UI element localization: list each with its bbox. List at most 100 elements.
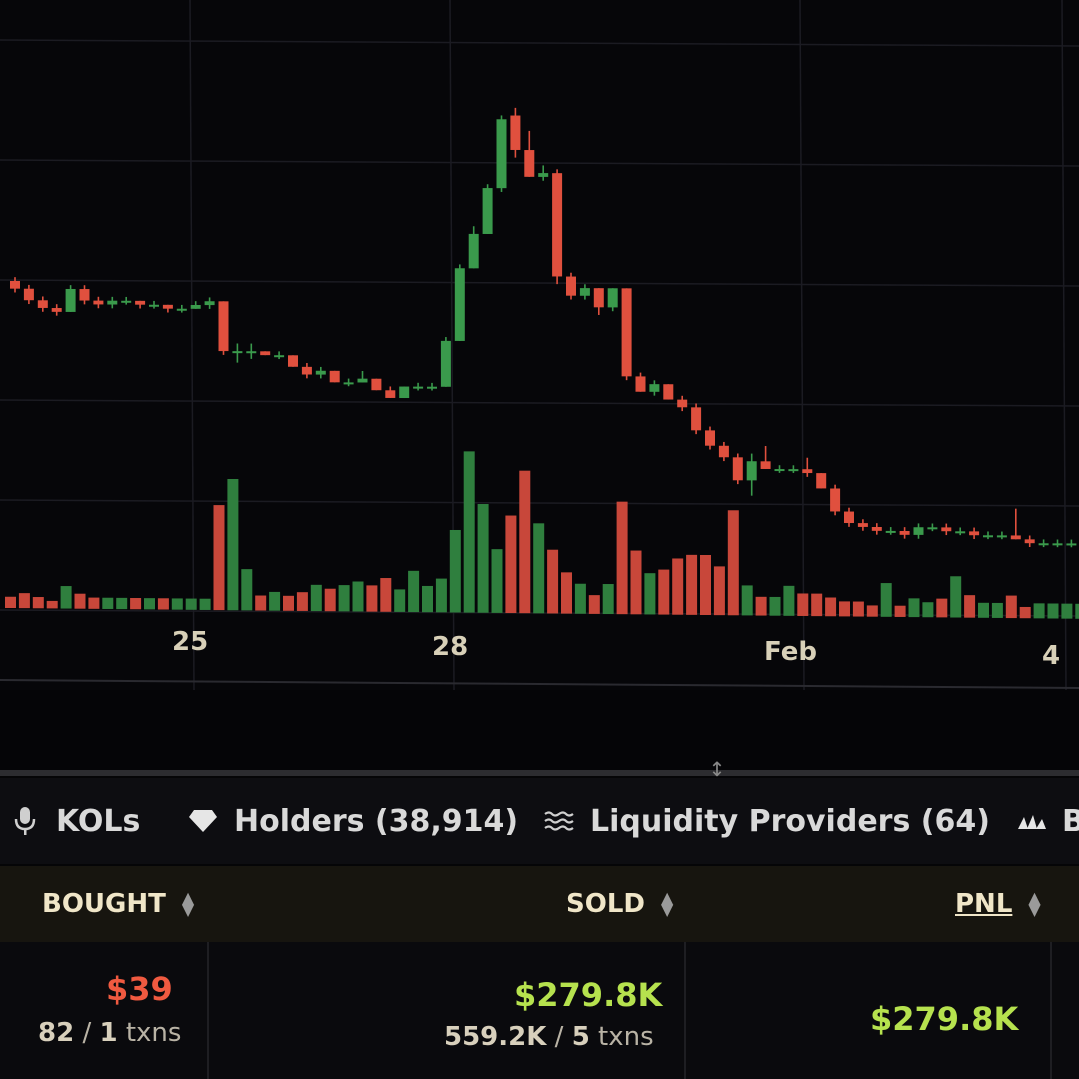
candle-body bbox=[871, 527, 882, 531]
candle-body bbox=[232, 351, 243, 354]
candle bbox=[913, 523, 924, 539]
candlestick-chart-svg[interactable]: 25 28 Feb 4 bbox=[0, 0, 1079, 690]
volume-bar bbox=[171, 598, 183, 610]
volume-bar bbox=[755, 596, 767, 616]
candle-body bbox=[427, 386, 437, 389]
candle bbox=[941, 523, 952, 536]
bought-usd: $39 bbox=[106, 970, 173, 1008]
candle-body bbox=[385, 390, 396, 398]
candle bbox=[413, 382, 424, 391]
volume-bar bbox=[852, 601, 864, 617]
price-chart[interactable]: 25 28 Feb 4 bbox=[0, 0, 1079, 690]
volume-bar bbox=[199, 598, 211, 610]
column-header-sold[interactable]: SOLD ▲ ▼ bbox=[566, 866, 673, 942]
tab-kols[interactable]: KOLs bbox=[10, 778, 140, 864]
sort-icon[interactable]: ▲ ▼ bbox=[1028, 888, 1041, 919]
candle-body bbox=[1038, 543, 1049, 546]
candle-body bbox=[37, 300, 48, 308]
volume-bar bbox=[185, 598, 197, 610]
volume-bar bbox=[491, 549, 503, 613]
candle-body bbox=[593, 288, 604, 308]
volume-bar bbox=[811, 593, 823, 617]
volume-bar bbox=[574, 583, 586, 614]
volume-bar bbox=[644, 573, 656, 615]
tab-kols-label: KOLs bbox=[56, 803, 141, 839]
candle bbox=[93, 296, 104, 309]
candle bbox=[552, 169, 563, 285]
candle-body bbox=[413, 386, 424, 389]
candle bbox=[274, 351, 285, 360]
x-tick-label: 28 bbox=[432, 632, 468, 662]
candle bbox=[927, 523, 938, 532]
candle bbox=[899, 527, 910, 539]
candle bbox=[288, 355, 298, 367]
candle-body bbox=[246, 351, 257, 354]
volume-bar bbox=[324, 588, 336, 612]
candle bbox=[677, 395, 688, 412]
volume-bar bbox=[157, 598, 169, 610]
volume-bar bbox=[672, 558, 684, 615]
volume-bar bbox=[880, 583, 892, 617]
candle-body bbox=[983, 535, 993, 538]
candle bbox=[357, 371, 368, 383]
candle-body bbox=[121, 300, 132, 303]
volume-bar bbox=[269, 591, 281, 611]
candle-body bbox=[190, 304, 201, 309]
volume-bar bbox=[296, 592, 308, 611]
tab-liquidity-providers[interactable]: Liquidity Providers (64) bbox=[544, 778, 990, 864]
candle bbox=[79, 285, 90, 305]
candle bbox=[1024, 535, 1035, 548]
volume-bar bbox=[449, 529, 461, 613]
volume-bar bbox=[88, 597, 100, 609]
candle-body bbox=[1024, 539, 1035, 544]
txns-label: txns bbox=[598, 1022, 654, 1052]
volume-bar bbox=[616, 501, 628, 615]
column-header-pnl[interactable]: PNL ▲ ▼ bbox=[955, 866, 1041, 942]
candle-body bbox=[955, 531, 966, 534]
candle bbox=[830, 484, 841, 516]
tab-holders[interactable]: Holders (38,914) bbox=[188, 778, 518, 864]
candle bbox=[454, 264, 465, 341]
bars-icon bbox=[1016, 811, 1046, 831]
volume-bar bbox=[60, 586, 72, 609]
column-header-bought[interactable]: BOUGHT ▲ ▼ bbox=[42, 866, 194, 942]
volume-bar bbox=[310, 584, 322, 612]
volume-bar bbox=[936, 598, 948, 618]
volume-bar bbox=[74, 593, 86, 609]
candle-body bbox=[691, 407, 702, 431]
grid-line bbox=[189, 0, 195, 690]
volume-bar bbox=[866, 605, 878, 617]
candle bbox=[399, 386, 410, 399]
candle-body bbox=[343, 382, 354, 385]
candle-body bbox=[663, 384, 674, 400]
resize-handle-icon[interactable]: ↕ bbox=[708, 757, 726, 781]
panel-divider[interactable] bbox=[0, 770, 1079, 776]
volume-bar bbox=[1019, 606, 1031, 619]
tab-b[interactable]: B bbox=[1016, 778, 1079, 864]
candle-body bbox=[440, 340, 451, 387]
candle-body bbox=[941, 527, 952, 532]
table-header: BOUGHT ▲ ▼ SOLD ▲ ▼ PNL ▲ ▼ bbox=[0, 866, 1079, 942]
volume-bar bbox=[1033, 603, 1045, 619]
volume-bar bbox=[839, 601, 850, 617]
volume-bar bbox=[352, 581, 364, 612]
candle bbox=[663, 384, 674, 400]
candle bbox=[857, 519, 868, 531]
volume-bar bbox=[741, 585, 753, 616]
candle-body bbox=[621, 288, 632, 377]
volume-bar bbox=[394, 589, 406, 612]
bought-detail: 82 / 1 txns bbox=[38, 1018, 181, 1048]
candle bbox=[204, 297, 215, 309]
candle-body bbox=[1052, 543, 1063, 546]
table-row[interactable]: $39 82 / 1 txns $279.8K 559.2K / 5 txns … bbox=[0, 942, 1079, 1079]
sold-amount: 559.2K bbox=[444, 1022, 547, 1052]
sold-txns: 5 bbox=[571, 1022, 590, 1052]
sort-icon[interactable]: ▲ ▼ bbox=[660, 888, 674, 919]
candle-body bbox=[996, 535, 1007, 538]
sort-icon[interactable]: ▲ ▼ bbox=[181, 888, 195, 919]
volume-bar bbox=[130, 598, 142, 610]
candle-body bbox=[301, 366, 312, 375]
x-axis-line bbox=[0, 679, 1079, 689]
x-tick-label: 25 bbox=[172, 627, 208, 657]
x-tick-label: 4 bbox=[1042, 641, 1060, 671]
